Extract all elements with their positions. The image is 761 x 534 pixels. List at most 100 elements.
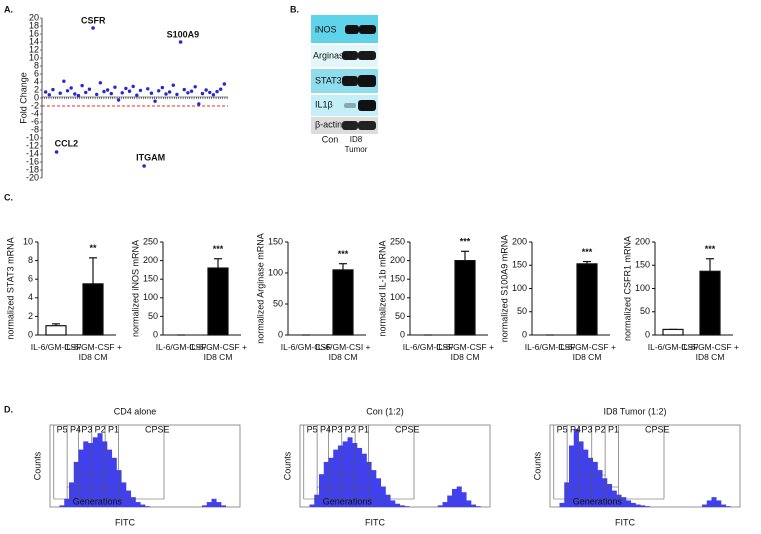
histogram-bin <box>456 486 462 507</box>
y-tick-label: 14 <box>29 36 39 46</box>
y-tick-label: 100 <box>143 292 158 302</box>
point <box>102 89 106 94</box>
histogram-bin <box>97 433 103 507</box>
histogram-bin <box>202 505 208 507</box>
histogram-bin <box>645 506 651 507</box>
histogram-bin <box>376 478 382 507</box>
gate-label: P3 <box>81 424 92 434</box>
y-tick-label: -2 <box>31 100 39 110</box>
histogram-bin <box>107 449 113 507</box>
y-tick-label: 0 <box>522 329 527 339</box>
histogram-bin <box>725 506 731 507</box>
histogram-bin <box>404 506 410 507</box>
chart-title: Con (1:2) <box>366 406 404 416</box>
point <box>157 89 161 93</box>
y-tick-label: -12 <box>26 140 39 150</box>
x-tick-label: IL-6/GM-CSF <box>524 342 576 352</box>
significance: *** <box>338 249 349 259</box>
annotation: Generations <box>323 496 373 506</box>
histogram-bin <box>64 498 70 507</box>
histogram-bin <box>399 505 405 507</box>
point-label: ITGAM <box>136 152 165 162</box>
gate-label: CPSE <box>395 424 420 434</box>
bar <box>45 325 67 336</box>
point <box>65 89 70 93</box>
y-tick-label: 10 <box>23 236 33 246</box>
y-tick-label: 250 <box>143 236 158 246</box>
point <box>182 87 186 92</box>
histogram-bin <box>69 482 75 507</box>
histogram-bin <box>342 441 348 507</box>
point <box>149 91 154 95</box>
y-tick-label: 0 <box>28 329 33 339</box>
histogram-bin <box>135 502 141 507</box>
point <box>120 91 124 95</box>
point <box>135 93 139 97</box>
y-tick-label: 200 <box>143 255 158 265</box>
significance: *** <box>213 244 224 254</box>
x-tick-label: IL-6/GM-CSF + ID8 CM <box>189 342 247 362</box>
point <box>131 84 135 89</box>
bar <box>332 269 354 336</box>
gate-label: P5 <box>557 424 568 434</box>
histogram-bin <box>357 447 363 507</box>
point-label: CCL2 <box>55 138 79 148</box>
histogram-bin <box>102 441 108 507</box>
x-tick-label: IL-6/GM-CSF <box>155 342 207 352</box>
x-tick-label: IL-6/GM-CSF + ID8 CM <box>436 342 494 362</box>
histogram-bin <box>211 498 217 507</box>
western-blot: iNOS Arginase1 STAT3 IL1β β-actin Con <box>311 15 378 144</box>
gate-label: P3 <box>581 424 592 434</box>
point <box>197 102 201 106</box>
histogram-bin <box>309 504 315 507</box>
point <box>142 164 146 168</box>
gate-label: P3 <box>331 424 342 434</box>
significance: *** <box>582 247 593 257</box>
histogram-bin <box>221 505 227 507</box>
point <box>87 87 92 91</box>
point <box>113 85 117 89</box>
blot-row-label: IL1β <box>315 99 333 109</box>
histogram-bin <box>92 437 98 507</box>
histogram-bin <box>630 502 636 507</box>
gate-label: P2 <box>95 424 106 434</box>
point-label: CSFR <box>81 15 106 25</box>
point <box>105 88 110 92</box>
gate-label: P4 <box>70 424 81 434</box>
y-axis-label: Counts <box>32 451 42 480</box>
y-tick-label: 16 <box>29 28 39 38</box>
histogram-bin <box>711 497 717 507</box>
histogram-bin <box>314 494 320 507</box>
blot-band <box>359 25 376 34</box>
blot-band <box>344 103 356 108</box>
histogram-bin <box>59 505 65 507</box>
histogram-bin <box>366 461 372 507</box>
y-axis-label: normalized iNOS mRNA <box>130 240 140 337</box>
point <box>95 92 99 97</box>
point <box>54 150 59 154</box>
point <box>222 82 227 86</box>
point <box>164 92 168 96</box>
y-tick-label: -14 <box>26 148 39 158</box>
point <box>43 90 48 94</box>
point <box>208 90 212 95</box>
blot-band <box>342 51 358 60</box>
y-tick-label: 100 <box>268 267 283 277</box>
histogram-bin <box>83 441 89 507</box>
panel-label: B. <box>290 4 299 14</box>
chart-title: CD4 alone <box>114 406 157 416</box>
point <box>84 90 88 95</box>
histogram-bin <box>206 502 212 507</box>
histogram-bin <box>583 449 589 507</box>
annotation: Generations <box>73 496 123 506</box>
x-tick-label: IL-6/GM-CSF <box>402 342 454 352</box>
significance: *** <box>460 237 471 247</box>
y-tick-label: 50 <box>395 311 405 321</box>
y-tick-label: 150 <box>143 274 158 284</box>
blot-band <box>345 25 359 34</box>
histogram-bin <box>716 500 722 507</box>
y-tick-label: 100 <box>390 292 405 302</box>
bar <box>662 328 684 336</box>
